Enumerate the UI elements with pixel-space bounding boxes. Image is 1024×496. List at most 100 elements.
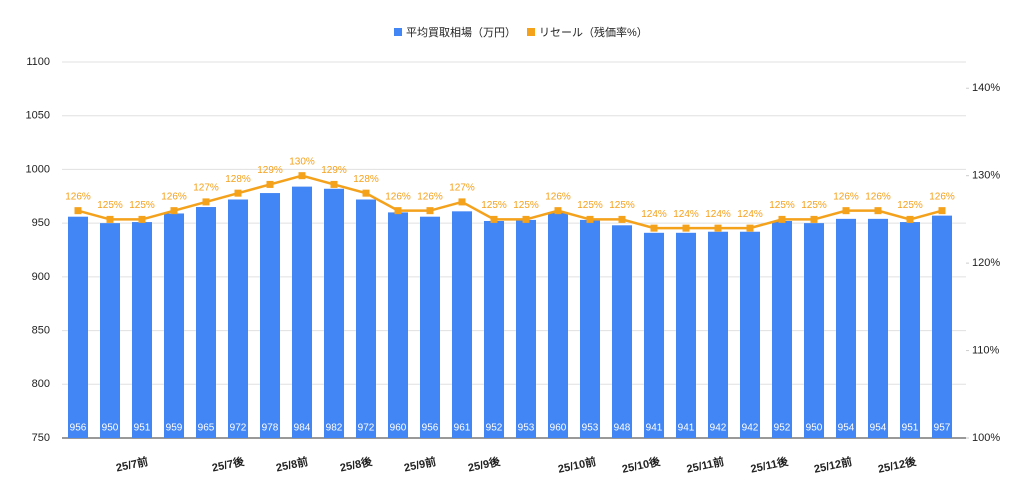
point-value-label: 124% <box>737 209 763 220</box>
bar-value-label: 957 <box>934 423 951 434</box>
y2-tick-label: 130% <box>972 170 1000 182</box>
point-value-label: 128% <box>353 174 379 185</box>
bar <box>516 219 536 438</box>
x-tick-label: 25/10前 <box>557 454 598 476</box>
bar <box>612 225 632 438</box>
point-value-label: 126% <box>65 191 91 202</box>
bar-value-label: 942 <box>710 423 727 434</box>
point <box>842 207 850 215</box>
bar-value-label: 960 <box>550 423 567 434</box>
bar-value-label: 948 <box>614 423 631 434</box>
bar-value-label: 961 <box>454 423 471 434</box>
point <box>778 215 786 223</box>
bar <box>164 213 184 438</box>
legend-label: 平均買取相場（万円） <box>406 26 516 39</box>
y-tick-label: 800 <box>32 378 50 390</box>
point <box>554 207 562 215</box>
point-value-label: 126% <box>385 191 411 202</box>
y-tick-label: 850 <box>32 324 50 336</box>
x-tick-label: 25/8前 <box>275 454 310 474</box>
x-tick-label: 25/11後 <box>749 454 790 476</box>
point-value-label: 128% <box>225 174 251 185</box>
point-value-label: 126% <box>833 191 859 202</box>
bar-value-label: 956 <box>422 423 439 434</box>
bar <box>708 231 728 438</box>
legend-label: リセール（残価率%） <box>539 25 648 39</box>
point-value-label: 125% <box>97 200 123 211</box>
bar <box>772 220 792 438</box>
bar-value-label: 953 <box>518 423 535 434</box>
point-value-label: 124% <box>673 209 699 220</box>
bar-value-label: 978 <box>262 423 279 434</box>
bar <box>356 199 376 438</box>
point-value-label: 126% <box>417 191 443 202</box>
point-value-label: 125% <box>129 200 155 211</box>
bar-value-label: 941 <box>646 423 663 434</box>
bar <box>580 219 600 438</box>
bar-value-label: 954 <box>838 423 855 434</box>
point-value-label: 126% <box>865 191 891 202</box>
point-value-label: 125% <box>577 200 603 211</box>
bar-value-label: 941 <box>678 423 695 434</box>
bar-value-label: 972 <box>230 423 247 434</box>
bar-value-label: 951 <box>902 423 919 434</box>
point <box>522 215 530 223</box>
y-tick-label: 900 <box>32 271 50 283</box>
point <box>266 180 274 188</box>
line <box>77 174 943 230</box>
point <box>586 215 594 223</box>
y-tick-label: 1000 <box>26 163 50 175</box>
point-value-label: 125% <box>897 200 923 211</box>
point <box>394 207 402 215</box>
point <box>938 207 946 215</box>
bar <box>548 212 568 438</box>
point-value-label: 126% <box>929 191 955 202</box>
bar-value-label: 965 <box>198 423 215 434</box>
bar-value-label: 952 <box>486 423 503 434</box>
bar <box>804 223 824 438</box>
y2-tick-label: 120% <box>972 257 1000 269</box>
point-value-label: 124% <box>705 209 731 220</box>
bar-value-label: 960 <box>390 423 407 434</box>
y-tick-label: 1100 <box>26 56 50 68</box>
point-value-label: 125% <box>513 200 539 211</box>
point-value-label: 129% <box>257 165 283 176</box>
bar-value-label: 972 <box>358 423 375 434</box>
y2-tick-label: 140% <box>972 82 1000 94</box>
point <box>74 207 82 215</box>
bar-value-label: 952 <box>774 423 791 434</box>
point-value-label: 126% <box>545 191 571 202</box>
bar <box>260 193 280 438</box>
y-tick-label: 1050 <box>26 110 50 122</box>
point <box>490 215 498 223</box>
legend-swatch <box>394 28 402 36</box>
bar <box>644 232 664 438</box>
y-tick-label: 950 <box>32 217 50 229</box>
bar <box>420 216 440 438</box>
bar <box>900 222 920 438</box>
point <box>170 207 178 215</box>
y-tick-label: 750 <box>32 432 50 444</box>
bar-value-label: 982 <box>326 423 343 434</box>
point <box>362 189 370 197</box>
bar <box>836 218 856 438</box>
bar <box>388 212 408 438</box>
bar-value-label: 951 <box>134 423 151 434</box>
point <box>202 198 210 206</box>
bar <box>740 231 760 438</box>
point-value-label: 124% <box>641 209 667 220</box>
point-value-label: 127% <box>449 183 475 194</box>
y2-tick-label: 100% <box>972 432 1000 444</box>
point <box>746 224 754 232</box>
y2-tick-label: 110% <box>972 344 1000 356</box>
x-tick-label: 25/9前 <box>403 454 438 474</box>
point-value-label: 127% <box>193 183 219 194</box>
bar-value-label: 959 <box>166 423 183 434</box>
point <box>458 198 466 206</box>
point <box>138 215 146 223</box>
bar <box>932 215 952 438</box>
point-value-label: 130% <box>289 156 315 167</box>
x-tick-label: 25/8後 <box>339 454 375 475</box>
point <box>618 215 626 223</box>
